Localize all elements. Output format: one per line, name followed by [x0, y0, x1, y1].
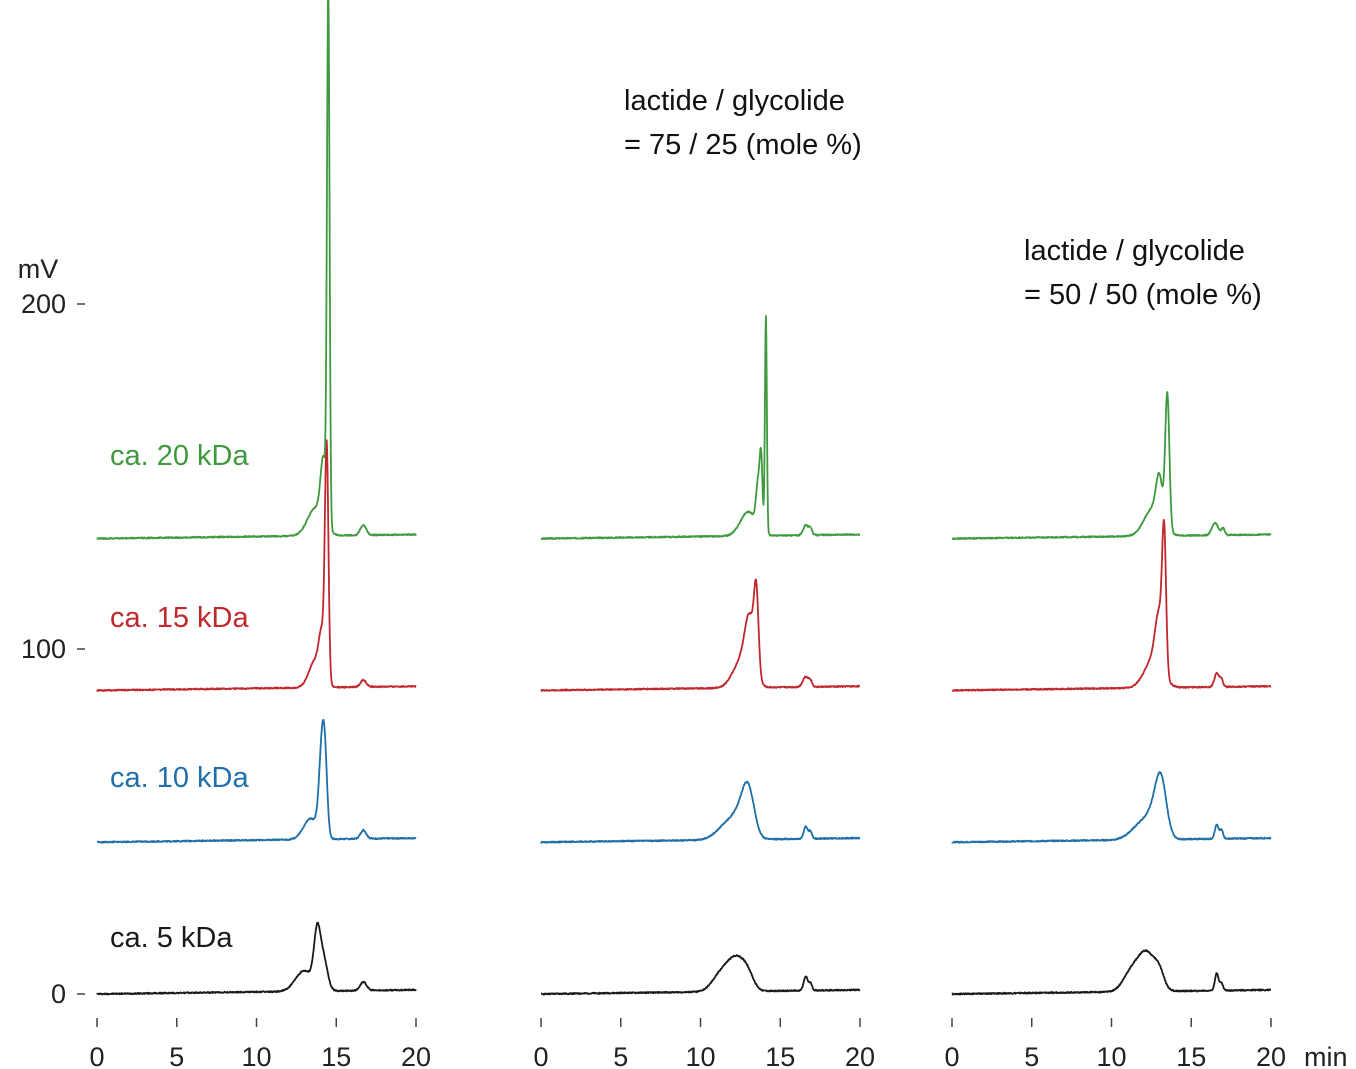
panel-3: 0 5 10 15 20 lactide / glycolide = 50 / 50 (mo…: [944, 235, 1286, 1069]
trace-ca-10-kda: [951, 771, 1272, 844]
series-labels: ca. 20 kDa ca. 15 kDa ca. 10 kDa ca. 5 kDa: [110, 440, 249, 954]
trace-ca-5-kda: [540, 954, 861, 996]
trace-ca-15-kda: [951, 518, 1272, 692]
y-tick-label: 200: [21, 289, 66, 319]
chart-panels: 0 5 10 15 20 0 5 10 15 20 lactide / glycolide = 75 …: [89, 0, 1286, 1069]
trace-ca-5-kda: [96, 921, 417, 996]
x-tick-label: 15: [1176, 1042, 1206, 1069]
x-tick-label: 0: [89, 1042, 104, 1069]
x-tick-label: 10: [685, 1042, 715, 1069]
x-tick-label: 15: [321, 1042, 351, 1069]
x-axis-unit-label: min: [1304, 1042, 1348, 1069]
trace-ca-15-kda: [540, 578, 861, 692]
panel-annotation: = 50 / 50 (mole %): [1024, 279, 1262, 311]
series-label: ca. 5 kDa: [110, 922, 233, 954]
x-tick-label: 20: [845, 1042, 875, 1069]
panel-annotation: lactide / glycolide: [624, 85, 845, 117]
x-tick-label: 5: [1024, 1042, 1039, 1069]
panel-2: 0 5 10 15 20 lactide / glycolide = 75 / 25 (mo…: [533, 85, 875, 1069]
panel-1: 0 5 10 15 20: [89, 0, 431, 1069]
y-axis-label: mV: [18, 254, 59, 284]
series-label: ca. 15 kDa: [110, 602, 249, 634]
trace-ca-15-kda: [96, 439, 417, 692]
series-label: ca. 20 kDa: [110, 440, 249, 472]
x-tick-label: 5: [613, 1042, 628, 1069]
panel-annotation: = 75 / 25 (mole %): [624, 129, 862, 161]
trace-ca-10-kda: [96, 718, 417, 844]
trace-ca-20-kda: [540, 315, 861, 541]
x-tick-label: 5: [169, 1042, 184, 1069]
x-tick-label: 0: [944, 1042, 959, 1069]
panel-annotation: lactide / glycolide: [1024, 235, 1245, 267]
series-label: ca. 10 kDa: [110, 762, 249, 794]
trace-ca-5-kda: [951, 949, 1272, 996]
x-tick-label: 20: [1256, 1042, 1286, 1069]
trace-ca-20-kda: [951, 391, 1272, 541]
x-tick-label: 10: [241, 1042, 271, 1069]
y-tick-label: 100: [21, 634, 66, 664]
trace-ca-20-kda: [96, 0, 417, 540]
x-tick-label: 0: [533, 1042, 548, 1069]
x-tick-label: 15: [765, 1042, 795, 1069]
trace-ca-10-kda: [540, 780, 861, 844]
y-axis: mV 0 100 200: [18, 254, 85, 1009]
x-tick-label: 10: [1096, 1042, 1126, 1069]
x-tick-label: 20: [401, 1042, 431, 1069]
y-tick-label: 0: [51, 979, 66, 1009]
